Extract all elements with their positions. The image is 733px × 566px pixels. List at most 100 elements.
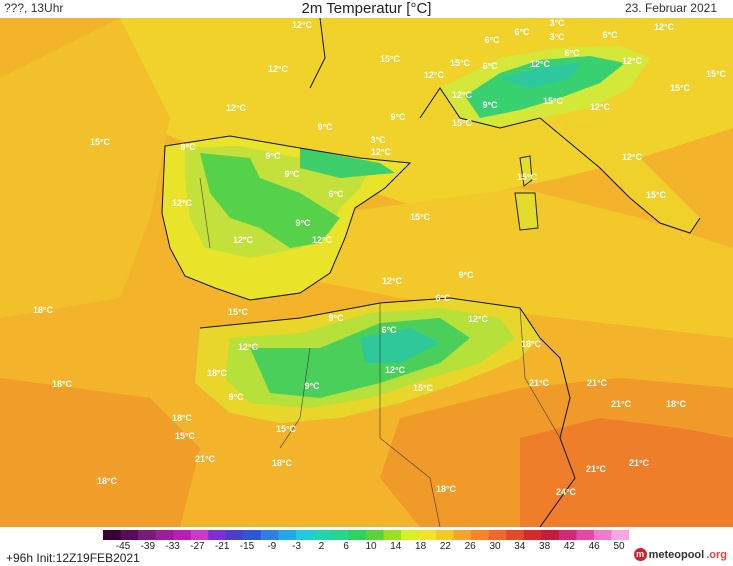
color-scale-tick-label: 22 <box>439 541 451 552</box>
meteopool-logo[interactable]: m meteopool .org <box>633 548 727 561</box>
color-scale-swatch <box>471 530 490 540</box>
temp-zone-med <box>300 188 733 338</box>
color-scale-swatch <box>611 530 629 540</box>
temp-label: 15°C <box>646 190 667 200</box>
sahara-hot-zone <box>520 418 733 527</box>
color-scale-swatch <box>155 530 174 540</box>
temp-label: 15°C <box>410 212 431 222</box>
temp-label: 21°C <box>587 378 608 388</box>
temp-label: 12°C <box>468 314 489 324</box>
temp-label: 18°C <box>272 458 293 468</box>
map-header: ???, 13Uhr 2m Temperatur [°C] 23. Februa… <box>0 0 733 18</box>
color-scale-swatch <box>541 530 560 540</box>
borders <box>199 177 561 527</box>
color-scale-tick-label: 2 <box>318 541 325 552</box>
color-scale-bar <box>103 530 629 540</box>
color-scale-swatch <box>488 530 507 540</box>
color-scale-tick-label: -27 <box>190 541 205 552</box>
temp-label: 9°C <box>328 313 344 323</box>
temp-label: 15°C <box>276 424 297 434</box>
temp-label: 15°C <box>517 172 538 182</box>
color-scale-tick-label: -15 <box>239 541 255 552</box>
temp-label: 18°C <box>436 484 457 494</box>
temp-label: 3°C <box>549 18 565 28</box>
temp-label: 12°C <box>226 103 247 113</box>
color-scale-swatch <box>576 530 595 540</box>
color-scale-swatch <box>190 530 209 540</box>
forecast-date: 23. Februar 2021 <box>624 1 717 15</box>
temp-label: 15°C <box>228 307 249 317</box>
temperature-labels: 12°C 12°C 15°C 15°C 12°C 12°C 15°C 12°C 6°C 3°C 6°… <box>33 18 727 497</box>
temp-label: 6°C <box>482 61 498 71</box>
temp-label: 12°C <box>172 198 193 208</box>
iberia-cold-core <box>200 153 340 248</box>
temp-label: 12°C <box>590 102 611 112</box>
color-scale-tick-label: 34 <box>514 541 526 552</box>
temp-label: 3°C <box>549 32 565 42</box>
color-scale-swatch <box>558 530 577 540</box>
color-scale-tick-label: -45 <box>115 541 131 552</box>
temp-label: 15°C <box>706 69 727 79</box>
temp-label: 6°C <box>484 35 500 45</box>
logo-brand: meteopool <box>648 548 705 561</box>
sardinia-island <box>514 192 539 231</box>
iberia-cold-core-2 <box>300 148 395 178</box>
color-scale-ticks: -45 -39 -33 -27 -21 -15 -9 -3 2 6 10 14 18 22 26 30 34 38… <box>0 541 733 553</box>
temp-label: 15°C <box>90 137 111 147</box>
temp-label: 12°C <box>622 152 643 162</box>
color-scale-swatch <box>453 530 472 540</box>
temp-label: 9°C <box>390 112 406 122</box>
temp-label: 24°C <box>556 487 577 497</box>
alps-colder <box>500 63 580 88</box>
coastlines <box>161 18 701 527</box>
header-run-label: ???, 13Uhr <box>4 1 64 15</box>
temp-label: 12°C <box>424 70 445 80</box>
color-scale-tick-label: 42 <box>563 541 575 552</box>
temp-label: 15°C <box>543 96 564 106</box>
temp-label: 18°C <box>33 305 54 315</box>
temp-label: 21°C <box>586 464 607 474</box>
color-scale-swatch <box>418 530 437 540</box>
temp-label: 18°C <box>172 413 193 423</box>
temp-label: 9°C <box>180 142 196 152</box>
temp-label: 12°C <box>622 56 643 66</box>
color-scale-tick-label: -39 <box>140 541 156 552</box>
temp-label: 6°C <box>602 30 618 40</box>
color-scale-tick-label: 10 <box>365 541 377 552</box>
color-scale-swatch <box>208 530 227 540</box>
temp-label: 15°C <box>380 54 401 64</box>
map-title: 2m Temperatur [°C] <box>301 0 432 17</box>
temp-label: 9°C <box>265 151 281 161</box>
temp-label: 18°C <box>207 368 228 378</box>
temp-label: 12°C <box>238 342 259 352</box>
temperature-map: 12°C 12°C 15°C 15°C 12°C 12°C 15°C 12°C 6°C 3°C 6°… <box>0 18 733 527</box>
color-scale-swatch <box>243 530 262 540</box>
color-scale-swatch <box>278 530 297 540</box>
temp-label: 15°C <box>450 58 471 68</box>
temp-label: 12°C <box>371 147 392 157</box>
temp-label: 6°C <box>514 27 530 37</box>
temp-label: 15°C <box>670 83 691 93</box>
temp-label: 18°C <box>666 399 687 409</box>
color-scale-swatch <box>330 530 349 540</box>
color-scale-tick-label: 30 <box>489 541 501 552</box>
color-scale-swatch <box>313 530 332 540</box>
temp-label: 15°C <box>175 431 196 441</box>
color-scale-tick-label: 38 <box>539 541 551 552</box>
color-scale-swatch <box>593 530 612 540</box>
logo-mark-icon: m <box>633 548 647 561</box>
color-scale-swatch <box>523 530 542 540</box>
color-scale-swatch <box>120 530 139 540</box>
color-scale-swatch <box>366 530 385 540</box>
temp-label: 12°C <box>452 90 473 100</box>
color-scale-tick-label: -33 <box>165 541 180 552</box>
logo-tld: .org <box>706 548 727 561</box>
temp-label: 18°C <box>97 476 118 486</box>
color-scale-tick-label: 18 <box>415 541 427 552</box>
temp-label: 6°C <box>328 189 344 199</box>
atlantic-coast-warm <box>0 378 200 527</box>
temp-label: 9°C <box>228 392 244 402</box>
corsica-island <box>519 155 533 187</box>
temp-label: 12°C <box>385 365 406 375</box>
temp-label: 3°C <box>370 135 386 145</box>
